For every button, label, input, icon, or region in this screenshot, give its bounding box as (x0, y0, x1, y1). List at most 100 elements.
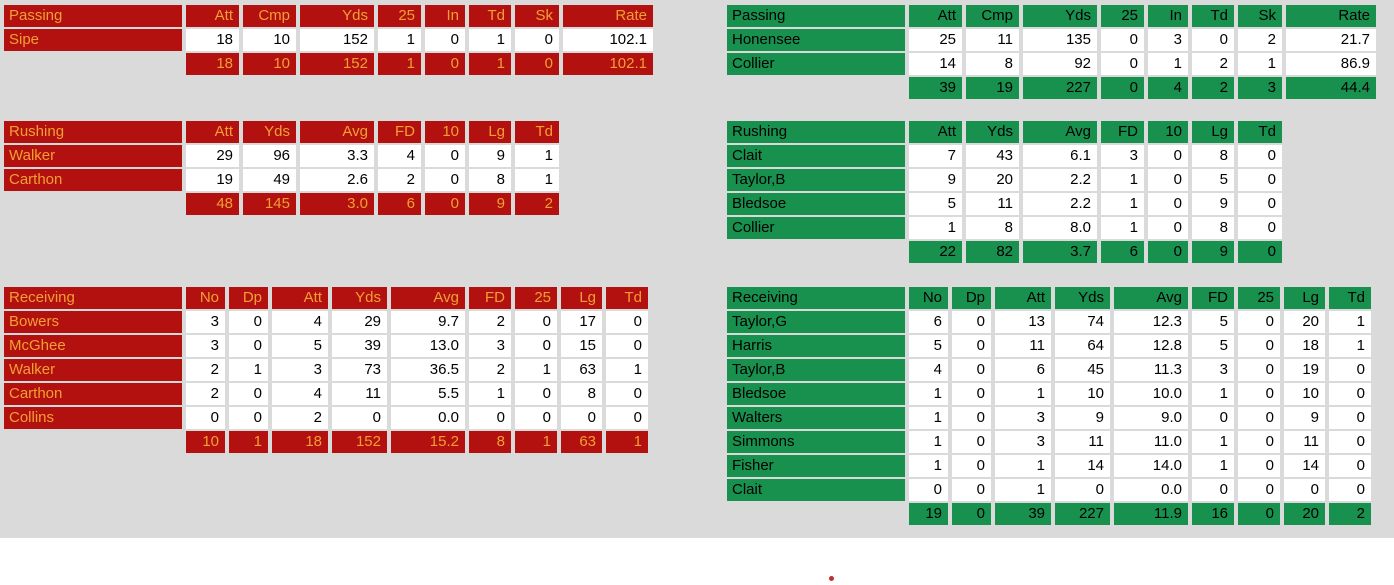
stat-value: 0 (1329, 431, 1371, 453)
stats-background: Passing Att Cmp Yds 25 In Td Sk Rate Sipe 18 10 152 1… (0, 0, 1394, 538)
total-value: 18 (272, 431, 328, 453)
total-value: 1 (469, 53, 511, 75)
stat-value: 7 (909, 145, 962, 167)
stat-value: 74 (1055, 311, 1110, 333)
table-rushing-left: Rushing Att Yds Avg FD 10 Lg Td Walker 29 96 3.3 4 0 9… (0, 119, 563, 217)
player-row: Collier 14 8 92 0 1 2 1 86.9 (727, 53, 1376, 75)
column-header-avg: Avg (391, 287, 465, 309)
header-row: Receiving No Dp Att Yds Avg FD 25 Lg Td (727, 287, 1371, 309)
player-name: Taylor,G (727, 311, 905, 333)
total-value: 16 (1192, 503, 1234, 525)
player-row: Collins 0 0 2 0 0.0 0 0 0 0 (4, 407, 648, 429)
player-name: Collier (727, 217, 905, 239)
column-header-rate: Rate (1286, 5, 1376, 27)
stat-value: 11 (966, 29, 1019, 51)
total-value: 1 (229, 431, 268, 453)
stat-value: 13.0 (391, 335, 465, 357)
stat-value: 0 (1101, 53, 1144, 75)
stat-value: 0 (1238, 383, 1280, 405)
stat-value: 11 (995, 335, 1051, 357)
stat-value: 102.1 (563, 29, 653, 51)
stat-value: 1 (515, 145, 559, 167)
stat-value: 0 (425, 145, 465, 167)
stat-value: 0.0 (1114, 479, 1188, 501)
total-value: 8 (469, 431, 511, 453)
stat-value: 0 (1238, 193, 1282, 215)
stat-value: 64 (1055, 335, 1110, 357)
player-name: Carthon (4, 383, 182, 405)
stat-value: 6 (995, 359, 1051, 381)
stat-value: 11 (1055, 431, 1110, 453)
stat-value: 11.0 (1114, 431, 1188, 453)
total-value: 0 (425, 193, 465, 215)
column-header-td: Td (469, 5, 511, 27)
stat-value: 14 (909, 53, 962, 75)
total-value: 4 (1148, 77, 1188, 99)
stat-value: 8.0 (1023, 217, 1097, 239)
stat-value: 4 (272, 311, 328, 333)
column-header-fd: FD (1101, 121, 1144, 143)
stat-value: 21.7 (1286, 29, 1376, 51)
player-name: Bledsoe (727, 193, 905, 215)
stat-value: 10 (243, 29, 296, 51)
total-value: 1 (515, 431, 557, 453)
total-value: 39 (909, 77, 962, 99)
stat-value: 8 (1192, 145, 1234, 167)
stat-value: 9.7 (391, 311, 465, 333)
totals-row: 48 145 3.0 6 0 9 2 (4, 193, 559, 215)
total-value: 0 (952, 503, 991, 525)
stat-value: 11 (332, 383, 387, 405)
stat-value: 1 (909, 217, 962, 239)
column-header-25: 25 (378, 5, 421, 27)
column-header-att: Att (909, 121, 962, 143)
player-row: Bowers 3 0 4 29 9.7 2 0 17 0 (4, 311, 648, 333)
column-header-cmp: Cmp (966, 5, 1019, 27)
player-row: Taylor,B 9 20 2.2 1 0 5 0 (727, 169, 1282, 191)
table-receiving-right: Receiving No Dp Att Yds Avg FD 25 Lg Td Taylor,G 6 0… (723, 285, 1375, 527)
total-value: 9 (469, 193, 511, 215)
stat-value: 0 (332, 407, 387, 429)
player-name: Bowers (4, 311, 182, 333)
stat-value: 1 (909, 383, 948, 405)
stat-value: 0 (1329, 407, 1371, 429)
table-passing-left: Passing Att Cmp Yds 25 In Td Sk Rate Sipe 18 10 152 1… (0, 3, 657, 77)
stat-value: 8 (1192, 217, 1234, 239)
total-value: 227 (1055, 503, 1110, 525)
stat-value: 3 (1101, 145, 1144, 167)
table-rushing-right: Rushing Att Yds Avg FD 10 Lg Td Clait 7 43 6.1 3 0 8 0 T… (723, 119, 1286, 265)
totals-row: 39 19 227 0 4 2 3 44.4 (727, 77, 1376, 99)
header-row: Rushing Att Yds Avg FD 10 Lg Td (4, 121, 559, 143)
stat-value: 20 (966, 169, 1019, 191)
column-header-cmp: Cmp (243, 5, 296, 27)
total-value: 22 (909, 241, 962, 263)
total-value: 3.7 (1023, 241, 1097, 263)
stat-value: 0 (1148, 217, 1188, 239)
table-title: Receiving (727, 287, 905, 309)
stat-value: 5.5 (391, 383, 465, 405)
stat-value: 1 (229, 359, 268, 381)
column-header-rate: Rate (563, 5, 653, 27)
stat-value: 0.0 (391, 407, 465, 429)
column-header-dp: Dp (952, 287, 991, 309)
stat-value: 1 (995, 479, 1051, 501)
stat-value: 9 (1055, 407, 1110, 429)
totals-spacer (727, 77, 905, 99)
total-value: 152 (332, 431, 387, 453)
stat-value: 135 (1023, 29, 1097, 51)
player-name: Clait (727, 479, 905, 501)
stat-value: 2.2 (1023, 193, 1097, 215)
stat-value: 10 (1284, 383, 1325, 405)
total-value: 10 (243, 53, 296, 75)
stat-value: 0 (952, 431, 991, 453)
player-name: Walters (727, 407, 905, 429)
column-header-yds: Yds (243, 121, 296, 143)
column-header-lg: Lg (561, 287, 602, 309)
stat-value: 10 (1055, 383, 1110, 405)
stat-value: 1 (606, 359, 648, 381)
total-value: 0 (1238, 241, 1282, 263)
stat-value: 86.9 (1286, 53, 1376, 75)
table-passing-right: Passing Att Cmp Yds 25 In Td Sk Rate Honensee 25 11… (723, 3, 1380, 101)
header-row: Passing Att Cmp Yds 25 In Td Sk Rate (4, 5, 653, 27)
player-row: Carthon 19 49 2.6 2 0 8 1 (4, 169, 559, 191)
column-header-10: 10 (1148, 121, 1188, 143)
